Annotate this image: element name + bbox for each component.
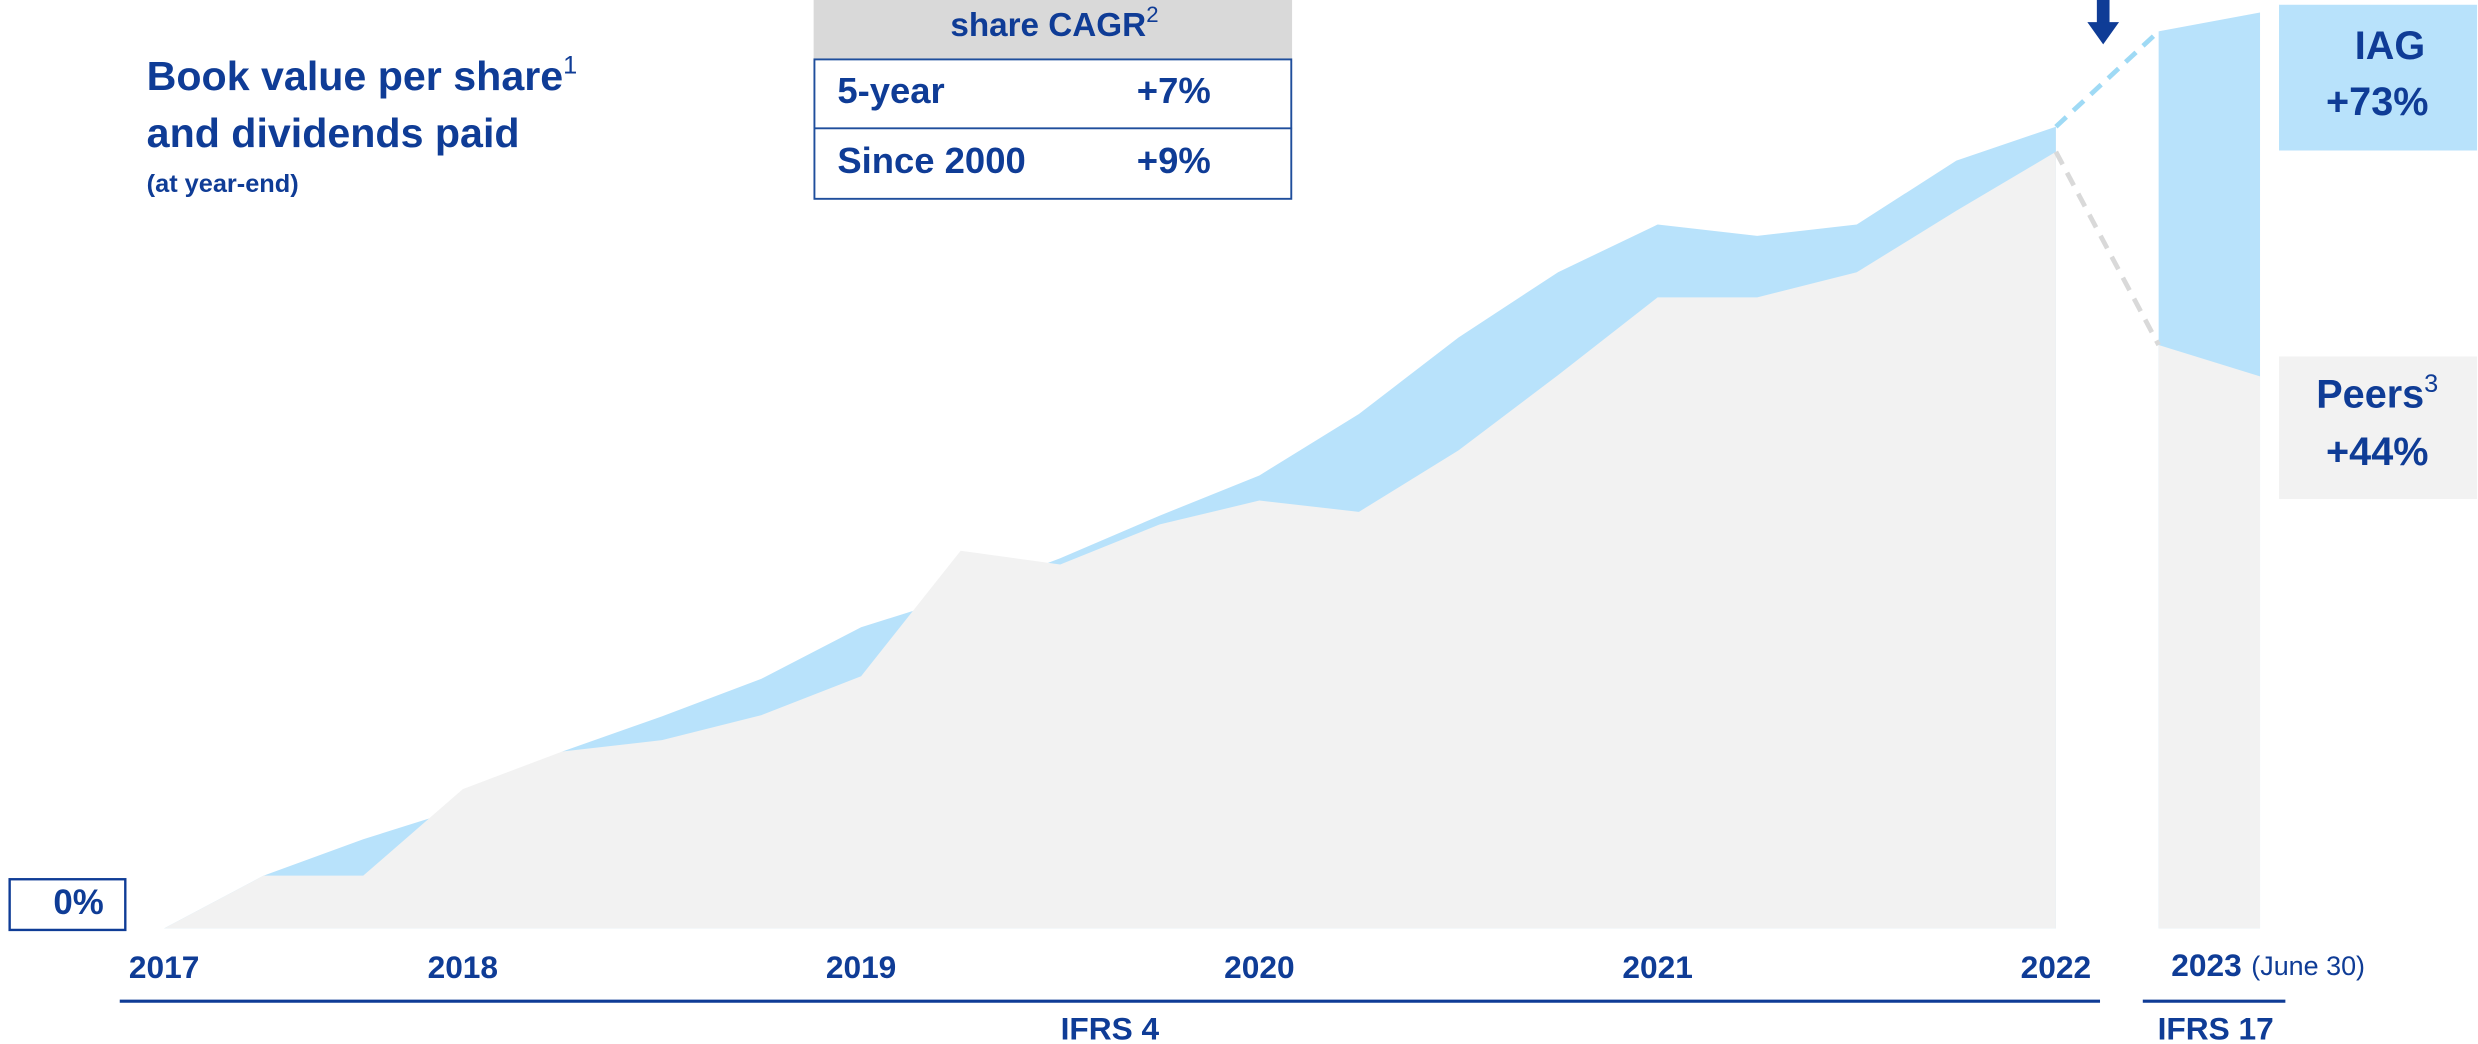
- table-header: share CAGR2: [950, 2, 1158, 44]
- title-text: Book value per share: [147, 53, 563, 99]
- chart-title-line2: and dividends paid: [147, 110, 520, 156]
- section-label: IFRS 4: [1061, 1011, 1160, 1044]
- section-connector: [2053, 150, 2161, 347]
- legend-footnote: 3: [2424, 370, 2438, 398]
- table-cell: +9%: [1137, 140, 1211, 181]
- x-tick-text: 2023: [2171, 947, 2241, 983]
- section-label: IFRS 17: [2158, 1011, 2274, 1044]
- arrow-head: [2087, 22, 2120, 45]
- cagr-table: share CAGR2 5-year +7% Since 2000 +9%: [813, 0, 1293, 200]
- arrow: [2087, 0, 2120, 45]
- table-cell: Since 2000: [837, 140, 1025, 181]
- table-header-bg: [813, 0, 1293, 59]
- x-tick-label: 2017: [129, 949, 199, 985]
- title-footnote: 1: [563, 51, 577, 79]
- chart-subtitle: (at year-end): [147, 170, 299, 198]
- x-tick-label: 2023 (June 30): [2171, 947, 2365, 983]
- x-tick-label: 2020: [1224, 949, 1294, 985]
- legend-label: Peers3: [2316, 370, 2438, 417]
- y-tick-label: 0%: [53, 883, 103, 922]
- data-label: +73%: [2326, 80, 2428, 124]
- legend-box: [2279, 356, 2478, 500]
- legend-label: IAG: [2355, 25, 2425, 69]
- table-cell: 5-year: [837, 70, 944, 111]
- plot-area: [164, 12, 2261, 929]
- legend-name: IAG: [2355, 25, 2425, 69]
- arrow-shaft: [2096, 0, 2110, 26]
- x-tick-label: 2022: [2021, 949, 2091, 985]
- x-tick-note: (June 30): [2251, 951, 2365, 981]
- section-connector: [2054, 29, 2161, 129]
- table-cell: +7%: [1137, 70, 1211, 111]
- table-header-text: share CAGR: [950, 7, 1146, 44]
- y-tick-box: [8, 878, 127, 932]
- legend-name: Peers: [2316, 373, 2424, 417]
- data-label: +44%: [2326, 430, 2428, 474]
- series-area: [2158, 344, 2261, 929]
- series-area: [164, 151, 2056, 929]
- x-tick-label: 2018: [428, 949, 498, 985]
- chart-title: Book value per share1: [147, 51, 578, 99]
- legend-box: [2279, 4, 2478, 151]
- x-tick-label: 2019: [826, 949, 896, 985]
- x-tick-label: 2021: [1622, 949, 1692, 985]
- table-header-footnote: 2: [1146, 2, 1158, 27]
